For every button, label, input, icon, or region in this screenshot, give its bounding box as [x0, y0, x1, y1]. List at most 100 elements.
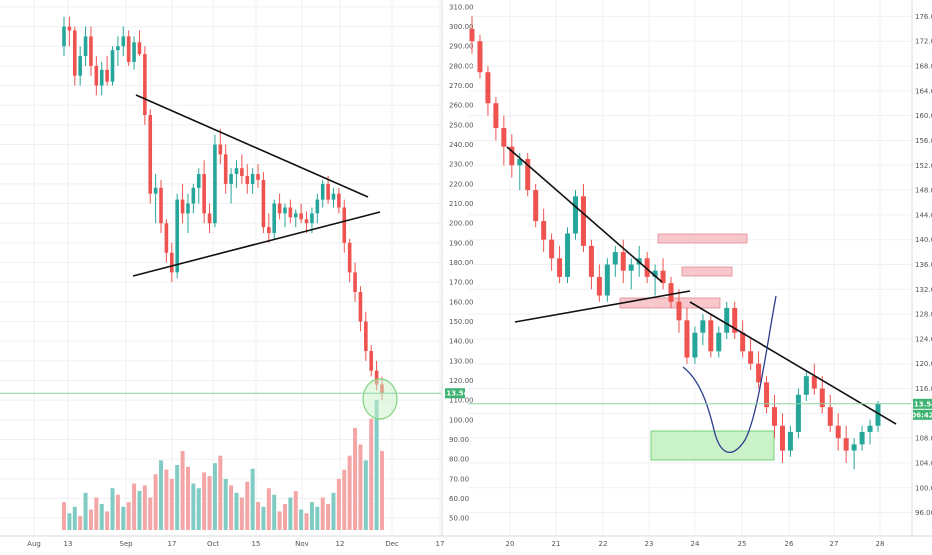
left-candle-body — [78, 56, 82, 76]
right-candle-body — [827, 407, 833, 426]
support-zone[interactable] — [650, 430, 775, 461]
left-candle-body — [94, 65, 99, 86]
right-chart-panel[interactable]: 176.00 172.00 168.00 164.00 160.00 156.00 152.… — [468, 0, 932, 548]
right-price-tick: 128.00 — [915, 311, 932, 319]
left-volume-bar — [369, 418, 374, 530]
left-price-tick: 240.00 — [449, 141, 474, 149]
cup-curve[interactable] — [682, 295, 777, 453]
left-volume-bar — [342, 469, 347, 530]
left-drawings — [132, 94, 398, 420]
right-time-tick: 23 — [645, 540, 654, 548]
right-candle-body — [748, 351, 754, 364]
right-countdown-text: 06:42 — [911, 411, 932, 419]
left-volume-bar — [218, 455, 223, 530]
left-candle-body — [364, 321, 368, 352]
left-volume-bar — [202, 472, 207, 530]
left-volume-bar — [115, 494, 120, 530]
left-candle-body — [304, 219, 309, 224]
left-volume-bar — [180, 451, 185, 530]
right-candle-body — [509, 146, 515, 166]
left-volume-bar — [126, 502, 131, 530]
left-price-tick: 300.00 — [449, 23, 474, 31]
right-candle-body — [732, 307, 738, 333]
right-candle-body — [588, 245, 594, 277]
left-candle-body — [256, 174, 260, 180]
left-volume-bar — [175, 465, 180, 530]
right-time-tick: 28 — [876, 540, 885, 548]
left-volume-bar — [309, 502, 314, 530]
resistance-zone-1[interactable] — [657, 233, 748, 244]
right-candle-body — [756, 363, 762, 383]
right-price-tick: 124.00 — [915, 335, 932, 343]
left-price-tick: 80.00 — [449, 456, 469, 464]
right-price-tick: 168.00 — [915, 63, 932, 71]
left-volume-bar — [331, 492, 336, 530]
left-candle-body — [320, 183, 325, 200]
left-candle-body — [223, 154, 228, 184]
left-candle-body — [126, 36, 131, 62]
left-volume-bar — [282, 504, 287, 530]
left-candle-body — [250, 174, 255, 184]
right-time-tick: 22 — [599, 540, 608, 548]
left-candle-body — [110, 50, 115, 82]
left-candle-body — [116, 46, 120, 51]
left-candle-body — [159, 187, 163, 224]
left-volume-bar — [148, 497, 153, 530]
right-candle-body — [716, 332, 722, 352]
right-price-tick: 140.00 — [915, 236, 932, 244]
left-candle-body — [369, 351, 374, 371]
right-price-tick: 148.00 — [915, 187, 932, 195]
left-time-tick: 13 — [64, 540, 73, 548]
right-descending-trendline-1[interactable] — [506, 146, 663, 283]
right-price-tick: 116.00 — [915, 385, 932, 393]
left-volume-bar — [110, 488, 115, 530]
left-candle-body — [164, 223, 169, 253]
right-price-tick: 172.00 — [915, 38, 932, 46]
left-lower-trendline[interactable] — [132, 211, 381, 277]
left-upper-trendline[interactable] — [135, 94, 369, 198]
right-candle-body — [724, 307, 730, 333]
left-volume-bar — [266, 488, 271, 530]
right-candle-body — [549, 239, 555, 259]
right-support-trendline[interactable] — [514, 290, 691, 323]
left-candle-body — [374, 370, 379, 385]
right-candle-body — [867, 425, 873, 432]
left-price-badge — [445, 388, 465, 399]
right-price-tick: 120.00 — [915, 360, 932, 368]
left-volume-bar — [99, 504, 104, 530]
right-descending-trendline-2[interactable] — [689, 301, 897, 425]
left-time-tick: 12 — [336, 540, 345, 548]
left-candle-body — [137, 42, 142, 55]
left-candle-body — [272, 203, 277, 234]
right-candle-body — [501, 128, 507, 147]
left-candle-body — [218, 144, 223, 155]
left-volume-bar — [299, 509, 304, 530]
left-candle-body — [213, 144, 217, 224]
right-candle-body — [835, 425, 841, 439]
left-candle-body — [196, 174, 201, 188]
left-volume-bar — [132, 483, 137, 530]
left-volume-bar — [88, 509, 93, 530]
left-volume-bar — [121, 506, 126, 530]
left-highlight-circle[interactable] — [362, 378, 398, 420]
right-time-tick: 24 — [691, 540, 700, 548]
right-price-tick: 136.00 — [915, 261, 932, 269]
left-volume-bar — [245, 481, 250, 530]
left-candle-body — [358, 292, 363, 322]
left-candle-body — [299, 213, 303, 220]
left-price-tick: 220.00 — [449, 180, 474, 188]
left-candle-body — [326, 183, 330, 200]
resistance-zone-2[interactable] — [681, 266, 733, 277]
left-candle-body — [234, 168, 239, 175]
left-volume-bar — [153, 474, 158, 530]
right-price-badge — [913, 398, 932, 409]
left-volume-bar — [261, 506, 266, 530]
right-candle-body — [541, 221, 547, 240]
left-candle-body — [143, 54, 147, 116]
left-candle-body — [83, 36, 88, 57]
left-volume-bars — [62, 400, 384, 530]
left-volume-bar — [304, 513, 309, 530]
left-price-tick: 180.00 — [449, 259, 474, 267]
